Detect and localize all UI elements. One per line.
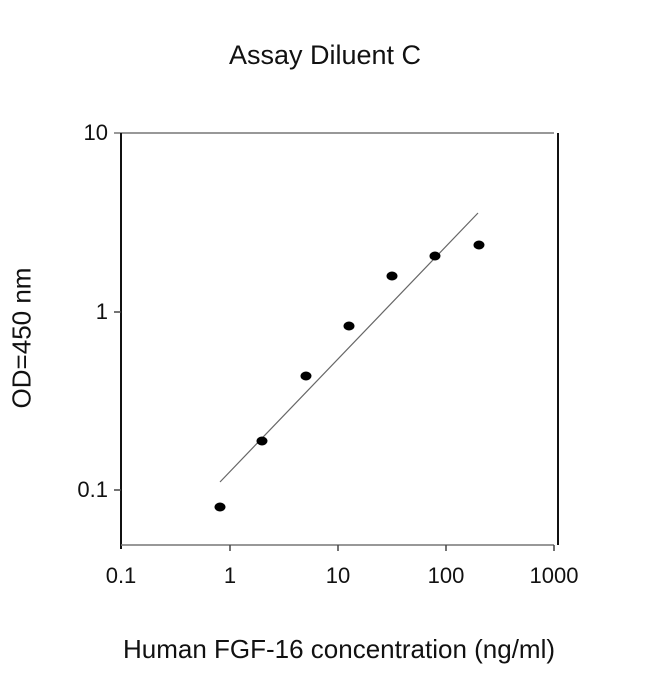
data-point xyxy=(256,436,268,446)
y-tick-label-0-1: 0.1 xyxy=(77,477,108,502)
y-ticks xyxy=(114,311,121,491)
data-point xyxy=(386,271,398,281)
data-point xyxy=(343,321,355,331)
x-tick-label-1000: 1000 xyxy=(529,563,579,588)
x-axis-label: Human FGF-16 concentration (ng/ml) xyxy=(122,634,556,664)
x-tick-label-10: 10 xyxy=(325,563,351,588)
data-point xyxy=(214,502,226,512)
x-tick-label-0-1: 0.1 xyxy=(105,563,137,588)
data-points xyxy=(214,240,485,512)
x-ticks xyxy=(229,545,555,551)
y-tick-label-1: 1 xyxy=(95,299,108,324)
axis-frame xyxy=(114,132,559,549)
data-point xyxy=(473,240,485,250)
y-tick-label-10: 10 xyxy=(83,120,108,145)
chart-title: Assay Diluent C xyxy=(228,40,422,70)
data-point xyxy=(300,371,312,381)
data-point xyxy=(429,251,441,261)
x-tick-label-1: 1 xyxy=(223,563,237,588)
x-tick-label-100: 100 xyxy=(427,563,465,588)
